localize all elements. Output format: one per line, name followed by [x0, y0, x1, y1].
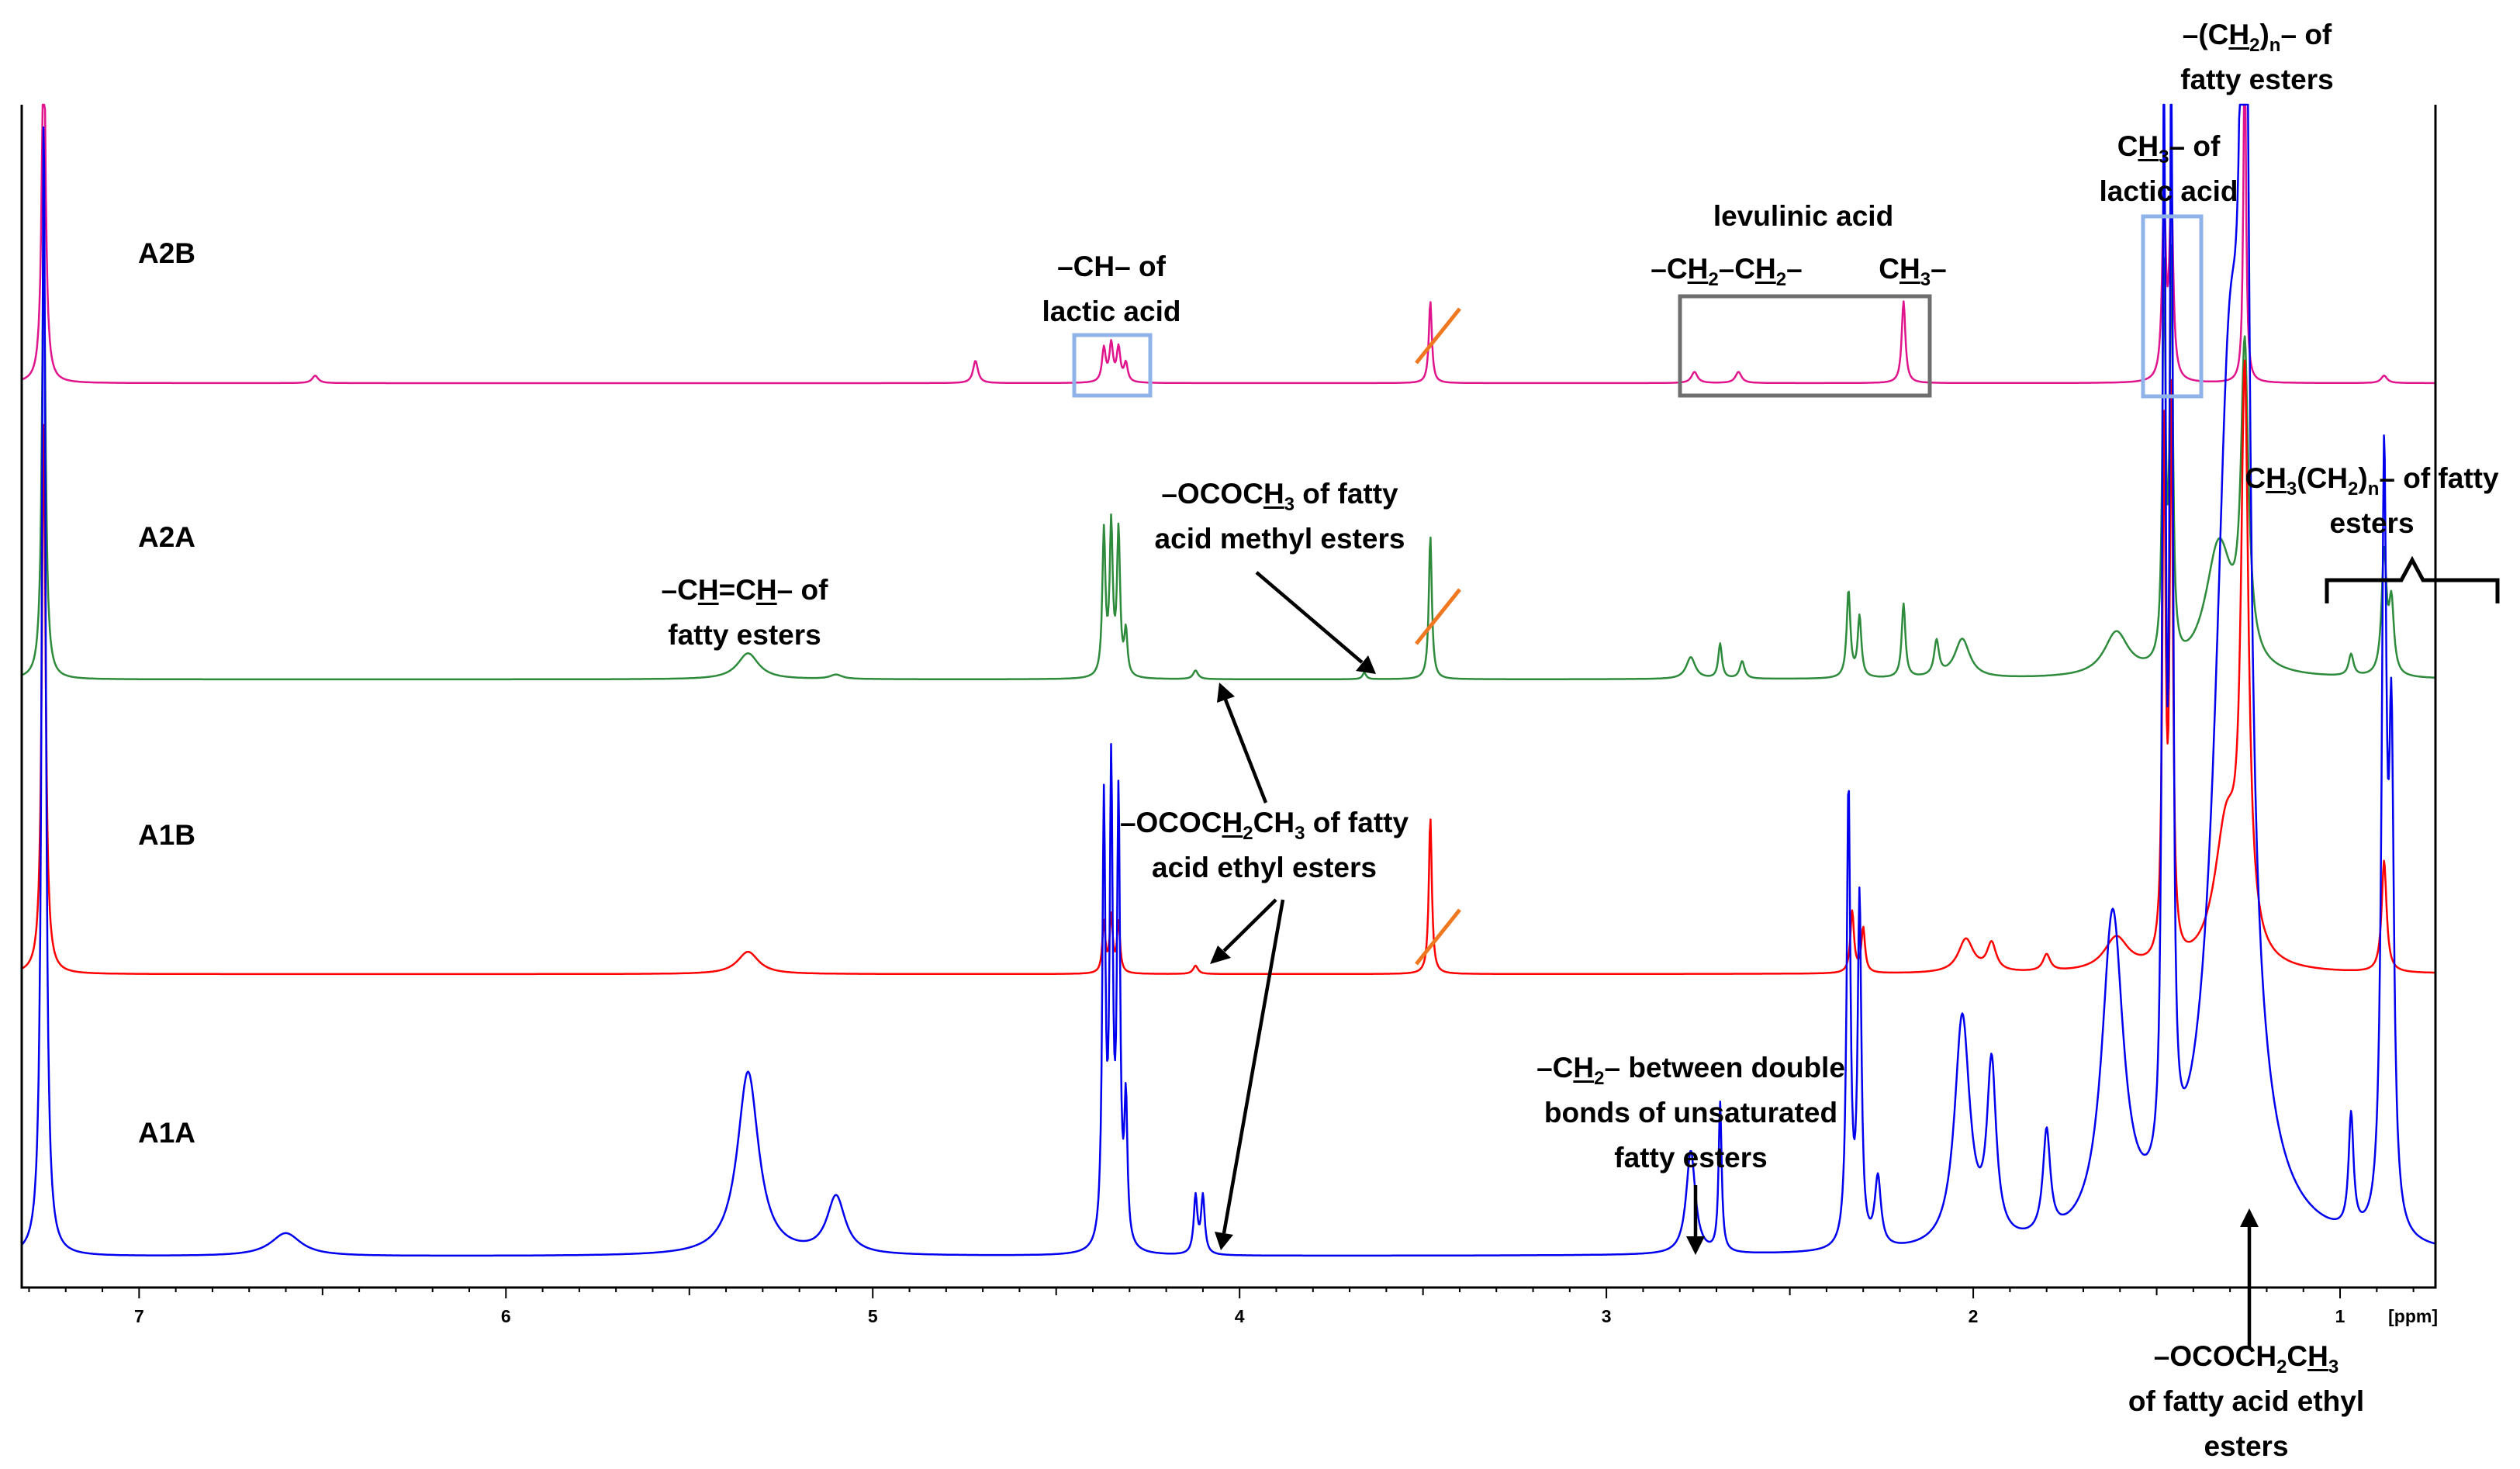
lactic-ch3-box: [2141, 214, 2204, 399]
annotation-levulinic-acid: levulinic acid: [1713, 200, 1894, 232]
annotation-faee-ch3: –OCOCH2CH3 of fatty acid ethyl esters: [2128, 1340, 2365, 1462]
spectrum-a1b: [21, 359, 2436, 976]
x-tick-label: 2: [1969, 1306, 1979, 1326]
annotation-lactic-acid-ch: –CH– of lactic acid: [1042, 251, 1181, 327]
x-axis-unit: [ppm]: [2388, 1306, 2438, 1326]
x-tick-label: 5: [868, 1306, 878, 1326]
break-mark: [1415, 588, 1461, 645]
x-tick-label: 1: [2335, 1306, 2345, 1326]
annotation-bisallylic: –CH2– between double bonds of unsaturated…: [1537, 1052, 1845, 1173]
arrow-heads: [1210, 655, 2259, 1255]
annotation-levulinic-ch3: CH3–: [1879, 253, 1947, 290]
axes: 7 6 5 4 3 2 1 [ppm]: [20, 105, 2438, 1326]
annotation-levulinic-ch2ch2: –CH2–CH2–: [1651, 253, 1803, 290]
spectrum-a2a: [21, 244, 2436, 681]
lactic-ch-box: [1072, 333, 1153, 398]
plot-frame: [20, 105, 2437, 1289]
x-tick-label: 6: [501, 1306, 511, 1326]
annotation-arrows: [1222, 571, 2252, 1348]
spectrum-a1a: [21, 103, 2436, 1257]
series-label-a1a: A1A: [138, 1117, 196, 1149]
series-label-a2b: A2B: [138, 237, 196, 269]
annotation-olefinic: –CH=CH– of fatty esters: [661, 574, 828, 651]
annotation-ch2n-fatty-esters: –(CH2)n– of fatty esters: [2180, 19, 2334, 95]
x-tick-label: 7: [134, 1306, 144, 1326]
annotation-graphics: [1072, 214, 2500, 1348]
break-mark: [1415, 908, 1461, 966]
annotation-lactic-acid-ch3: CH3– of lactic acid: [2099, 130, 2238, 207]
spectrum-a2b: [21, 103, 2436, 385]
series-label-a1b: A1B: [138, 819, 196, 851]
x-tick-label: 4: [1235, 1306, 1245, 1326]
annotation-faee-ococh2: –OCOCH2CH3 of fatty acid ethyl esters: [1119, 807, 1409, 883]
annotation-terminal-ch3: CH3(CH2)n– of fatty esters: [2245, 462, 2499, 539]
terminal-ch3-brace: [2325, 555, 2500, 603]
break-mark: [1415, 307, 1461, 365]
spectrum-traces: [21, 103, 2436, 1257]
levulinic-acid-box: [1678, 294, 1932, 398]
series-label-a2a: A2A: [138, 521, 196, 553]
annotation-fame-ococh3: –OCOCH3 of fatty acid methyl esters: [1154, 478, 1405, 555]
x-tick-label: 3: [1602, 1306, 1612, 1326]
